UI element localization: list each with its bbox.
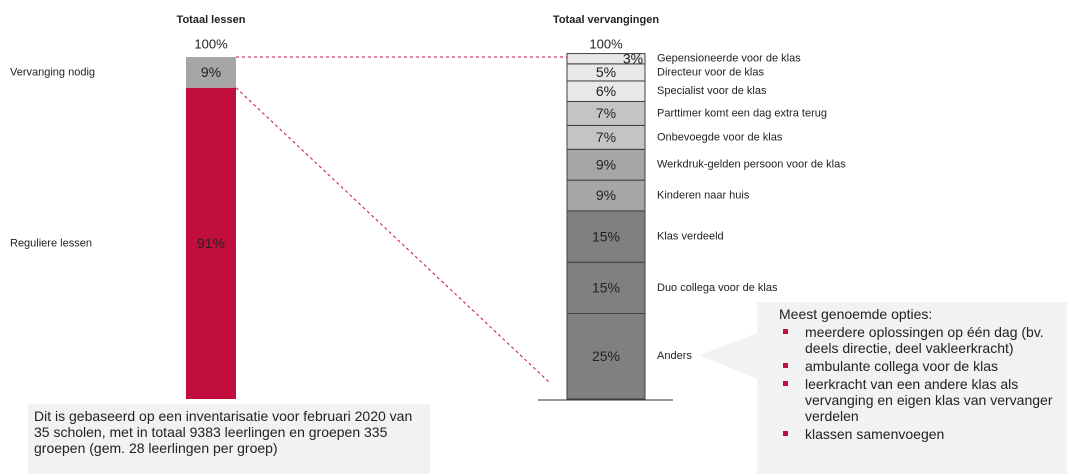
value-label: 7% [596, 105, 616, 121]
total-label: 100% [589, 36, 623, 51]
segment-name: Klas verdeeld [657, 230, 724, 242]
connector [235, 87, 550, 383]
callout-list: meerdere oplossingen op één dag (bv. dee… [779, 324, 1057, 442]
bar-segment [566, 313, 646, 400]
callout-item: ambulante collega voor de klas [779, 358, 1057, 374]
segment-name: Kinderen naar huis [657, 189, 750, 201]
total-label: 100% [194, 36, 228, 51]
callout-pointer [700, 332, 760, 380]
bar-segment [566, 179, 646, 212]
bar-segment [566, 53, 646, 65]
value-label: 6% [596, 83, 616, 99]
callout-item: leerkracht van een andere klas als verva… [779, 376, 1057, 424]
callout-item: klassen samenvoegen [779, 426, 1057, 442]
bar-segment [186, 57, 236, 88]
bar-segment [566, 210, 646, 263]
bar-segment [186, 87, 236, 399]
callout-title: Meest genoemde opties: [779, 306, 933, 322]
segment-name: Duo collega voor de klas [657, 282, 778, 294]
value-label: 7% [596, 129, 616, 145]
bar-segment [566, 261, 646, 315]
chart-title: Totaal lessen [177, 14, 246, 26]
value-label: 9% [596, 187, 616, 203]
segment-name: Specialist voor de klas [657, 85, 767, 97]
segment-name: Anders [657, 350, 692, 362]
segment-name: Werkdruk-gelden persoon voor de klas [657, 159, 846, 171]
segment-name: Reguliere lessen [10, 237, 92, 249]
segment-name: Onbevoegde voor de klas [657, 131, 783, 143]
value-label: 9% [201, 64, 221, 80]
value-label: 3% [623, 50, 643, 66]
note: Dit is gebaseerd op een inventarisatie v… [28, 404, 430, 474]
segment-name: Directeur voor de klas [657, 66, 764, 78]
chart-title: Totaal vervangingen [553, 14, 659, 26]
value-label: 15% [592, 280, 620, 296]
bar-segment [566, 148, 646, 181]
segment-name: Gepensioneerde voor de klas [657, 53, 801, 65]
value-label: 91% [197, 235, 225, 251]
value-label: 9% [596, 156, 616, 172]
segment-name: Parttimer komt een dag extra terug [657, 107, 827, 119]
value-label: 25% [592, 348, 620, 364]
value-label: 5% [596, 64, 616, 80]
callout: Meest genoemde opties: meerdere oplossin… [757, 302, 1067, 474]
value-label: 15% [592, 228, 620, 244]
callout-item: meerdere oplossingen op één dag (bv. dee… [779, 324, 1057, 356]
segment-name: Vervanging nodig [10, 66, 95, 78]
